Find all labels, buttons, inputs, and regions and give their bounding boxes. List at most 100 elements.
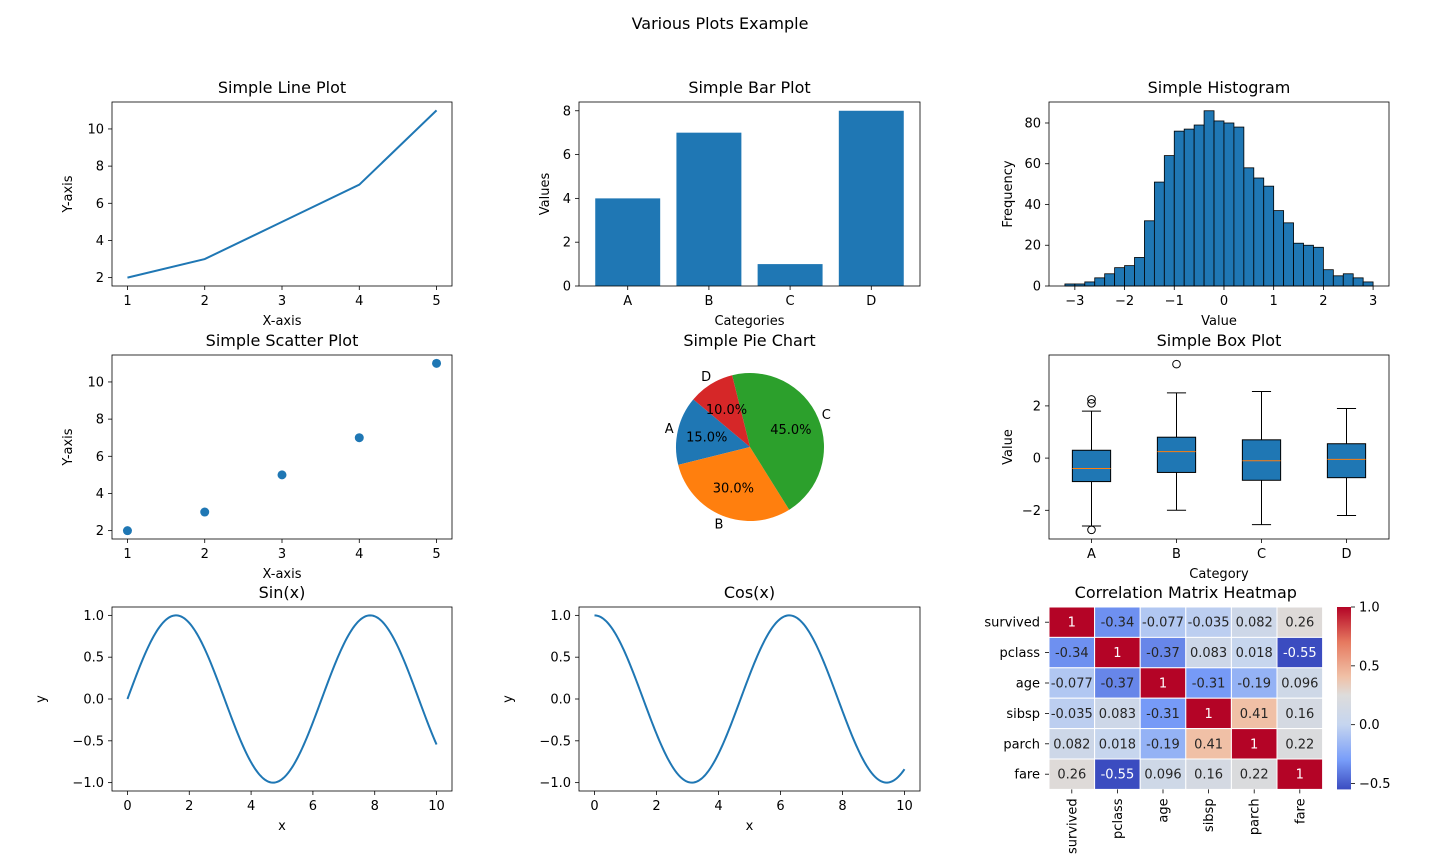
histogram-bin: [1273, 210, 1285, 287]
x-tick-label: 2: [652, 799, 660, 814]
histogram-bin: [1293, 242, 1304, 287]
heatmap-chart: 1 -0.34 -0.077 -0.035 0.082 0.26 -0.34 1 -0.37 0.…: [984, 583, 1390, 854]
heatmap-cell: [1139, 728, 1187, 760]
pie-slice-label: A: [665, 422, 674, 437]
line-chart-frame: [111, 101, 453, 287]
heatmap-cell: [1185, 697, 1232, 730]
pie-slice-percent: 30.0%: [713, 482, 754, 497]
heatmap-cell: [1139, 667, 1187, 699]
heatmap-value: 0.096: [1281, 677, 1318, 692]
heatmap-cell: [1185, 606, 1232, 638]
heatmap-value: 0.16: [1194, 768, 1223, 783]
x-tick-label: 2: [201, 547, 209, 562]
bar: [838, 110, 904, 286]
y-axis-label: Frequency: [1001, 160, 1016, 227]
x-tick-label: 4: [355, 547, 363, 562]
heatmap-cell: [1139, 636, 1187, 669]
heatmap-row-label: fare: [1014, 768, 1040, 783]
y-tick-label: 0: [1033, 280, 1041, 295]
heatmap-row-label: parch: [1003, 737, 1040, 752]
histogram-bin: [1213, 120, 1225, 287]
box-outlier: [1087, 395, 1096, 404]
bar-chart: A B C D 0 2 4 6 8 Simple Bar Plot Categories Values: [538, 78, 921, 329]
heatmap-cell: [1276, 697, 1324, 730]
x-tick-label: 0: [1220, 294, 1228, 309]
heatmap-value: 0.22: [1240, 768, 1269, 783]
heatmap-cell: [1048, 636, 1096, 669]
y-axis-label: Values: [538, 173, 553, 216]
chart-title: Simple Scatter Plot: [206, 331, 359, 350]
x-tick-label: −1: [1165, 294, 1184, 309]
heatmap-value: 1: [1250, 737, 1258, 752]
heatmap-value: -0.55: [1101, 768, 1135, 783]
histogram-bin: [1362, 281, 1374, 287]
histogram-bin: [1124, 265, 1135, 287]
histogram-bin: [1203, 110, 1215, 287]
heatmap-value: 0.26: [1285, 616, 1314, 631]
colorbar-tick-label: 0.5: [1359, 659, 1380, 674]
x-tick-label: A: [623, 294, 632, 309]
heatmap-value: -0.37: [1101, 677, 1135, 692]
scatter-chart: 1 2 3 4 5 2 4 6 8 10 Simple Scatter Plot X-axis Y-ax…: [61, 331, 453, 582]
heatmap-value: -0.34: [1055, 646, 1089, 661]
heatmap-value: 1: [1204, 707, 1212, 722]
heatmap-cell: [1094, 606, 1141, 638]
x-tick-label: 4: [714, 799, 722, 814]
chart-title: Sin(x): [259, 583, 306, 602]
x-tick-label: A: [1087, 547, 1096, 562]
heatmap-cell: [1139, 697, 1187, 730]
colorbar-tick-label: −0.5: [1359, 777, 1391, 792]
heatmap-value: 1: [1296, 768, 1304, 783]
x-tick-label: 4: [247, 799, 255, 814]
histogram-bin: [1253, 177, 1265, 287]
pie-slice: [675, 399, 750, 465]
histogram-bin: [1283, 222, 1294, 287]
heatmap-value: -0.035: [1188, 616, 1230, 631]
y-tick-label: 6: [96, 197, 104, 212]
heatmap-value: 0.083: [1099, 707, 1136, 722]
x-tick-label: −3: [1065, 294, 1084, 309]
heatmap-cell: [1230, 667, 1278, 699]
heatmap-value: -0.077: [1051, 677, 1093, 692]
x-axis-label: Categories: [714, 314, 784, 329]
heatmap-value: 0.41: [1240, 707, 1269, 722]
histogram-bin: [1094, 277, 1106, 287]
heatmap-cell: [1276, 636, 1324, 669]
y-tick-label: −2: [1022, 504, 1041, 519]
x-tick-label: B: [704, 294, 713, 309]
y-tick-label: 4: [96, 487, 104, 502]
histogram-chart-frame: [1048, 101, 1390, 287]
heatmap-cell: [1094, 667, 1141, 699]
y-tick-label: 20: [1024, 239, 1041, 254]
bar: [676, 132, 742, 286]
x-tick-label: C: [1257, 547, 1266, 562]
histogram-bin: [1114, 267, 1125, 287]
heatmap-col-label: parch: [1248, 798, 1263, 835]
scatter-point: [200, 507, 210, 517]
box-outlier: [1087, 398, 1096, 408]
heatmap-col-label: sibsp: [1202, 798, 1217, 832]
histogram-bin: [1342, 273, 1354, 287]
y-tick-label: 8: [563, 104, 571, 119]
y-tick-label: 2: [96, 524, 104, 539]
x-tick-label: C: [786, 294, 795, 309]
histogram-bin: [1313, 246, 1324, 287]
x-tick-label: 1: [123, 547, 131, 562]
histogram-bin: [1084, 281, 1096, 287]
y-tick-label: 1.0: [550, 609, 571, 624]
x-tick-label: 2: [201, 294, 209, 309]
histogram-bin: [1193, 124, 1205, 287]
scatter-point: [122, 526, 132, 536]
x-tick-label: 8: [371, 799, 379, 814]
heatmap-cell: [1139, 758, 1187, 790]
chart-title: Simple Bar Plot: [688, 78, 810, 97]
histogram-bin: [1173, 130, 1185, 287]
scatter-chart-frame: [111, 354, 453, 540]
heatmap-cell: [1276, 758, 1324, 790]
heatmap-cell: [1276, 667, 1324, 699]
y-tick-label: 10: [87, 375, 104, 390]
box-plot-chart-frame: [1048, 354, 1390, 540]
heatmap-value: 0.018: [1099, 737, 1136, 752]
chart-title: Simple Histogram: [1148, 78, 1291, 97]
heatmap-row-label: sibsp: [1006, 707, 1040, 722]
